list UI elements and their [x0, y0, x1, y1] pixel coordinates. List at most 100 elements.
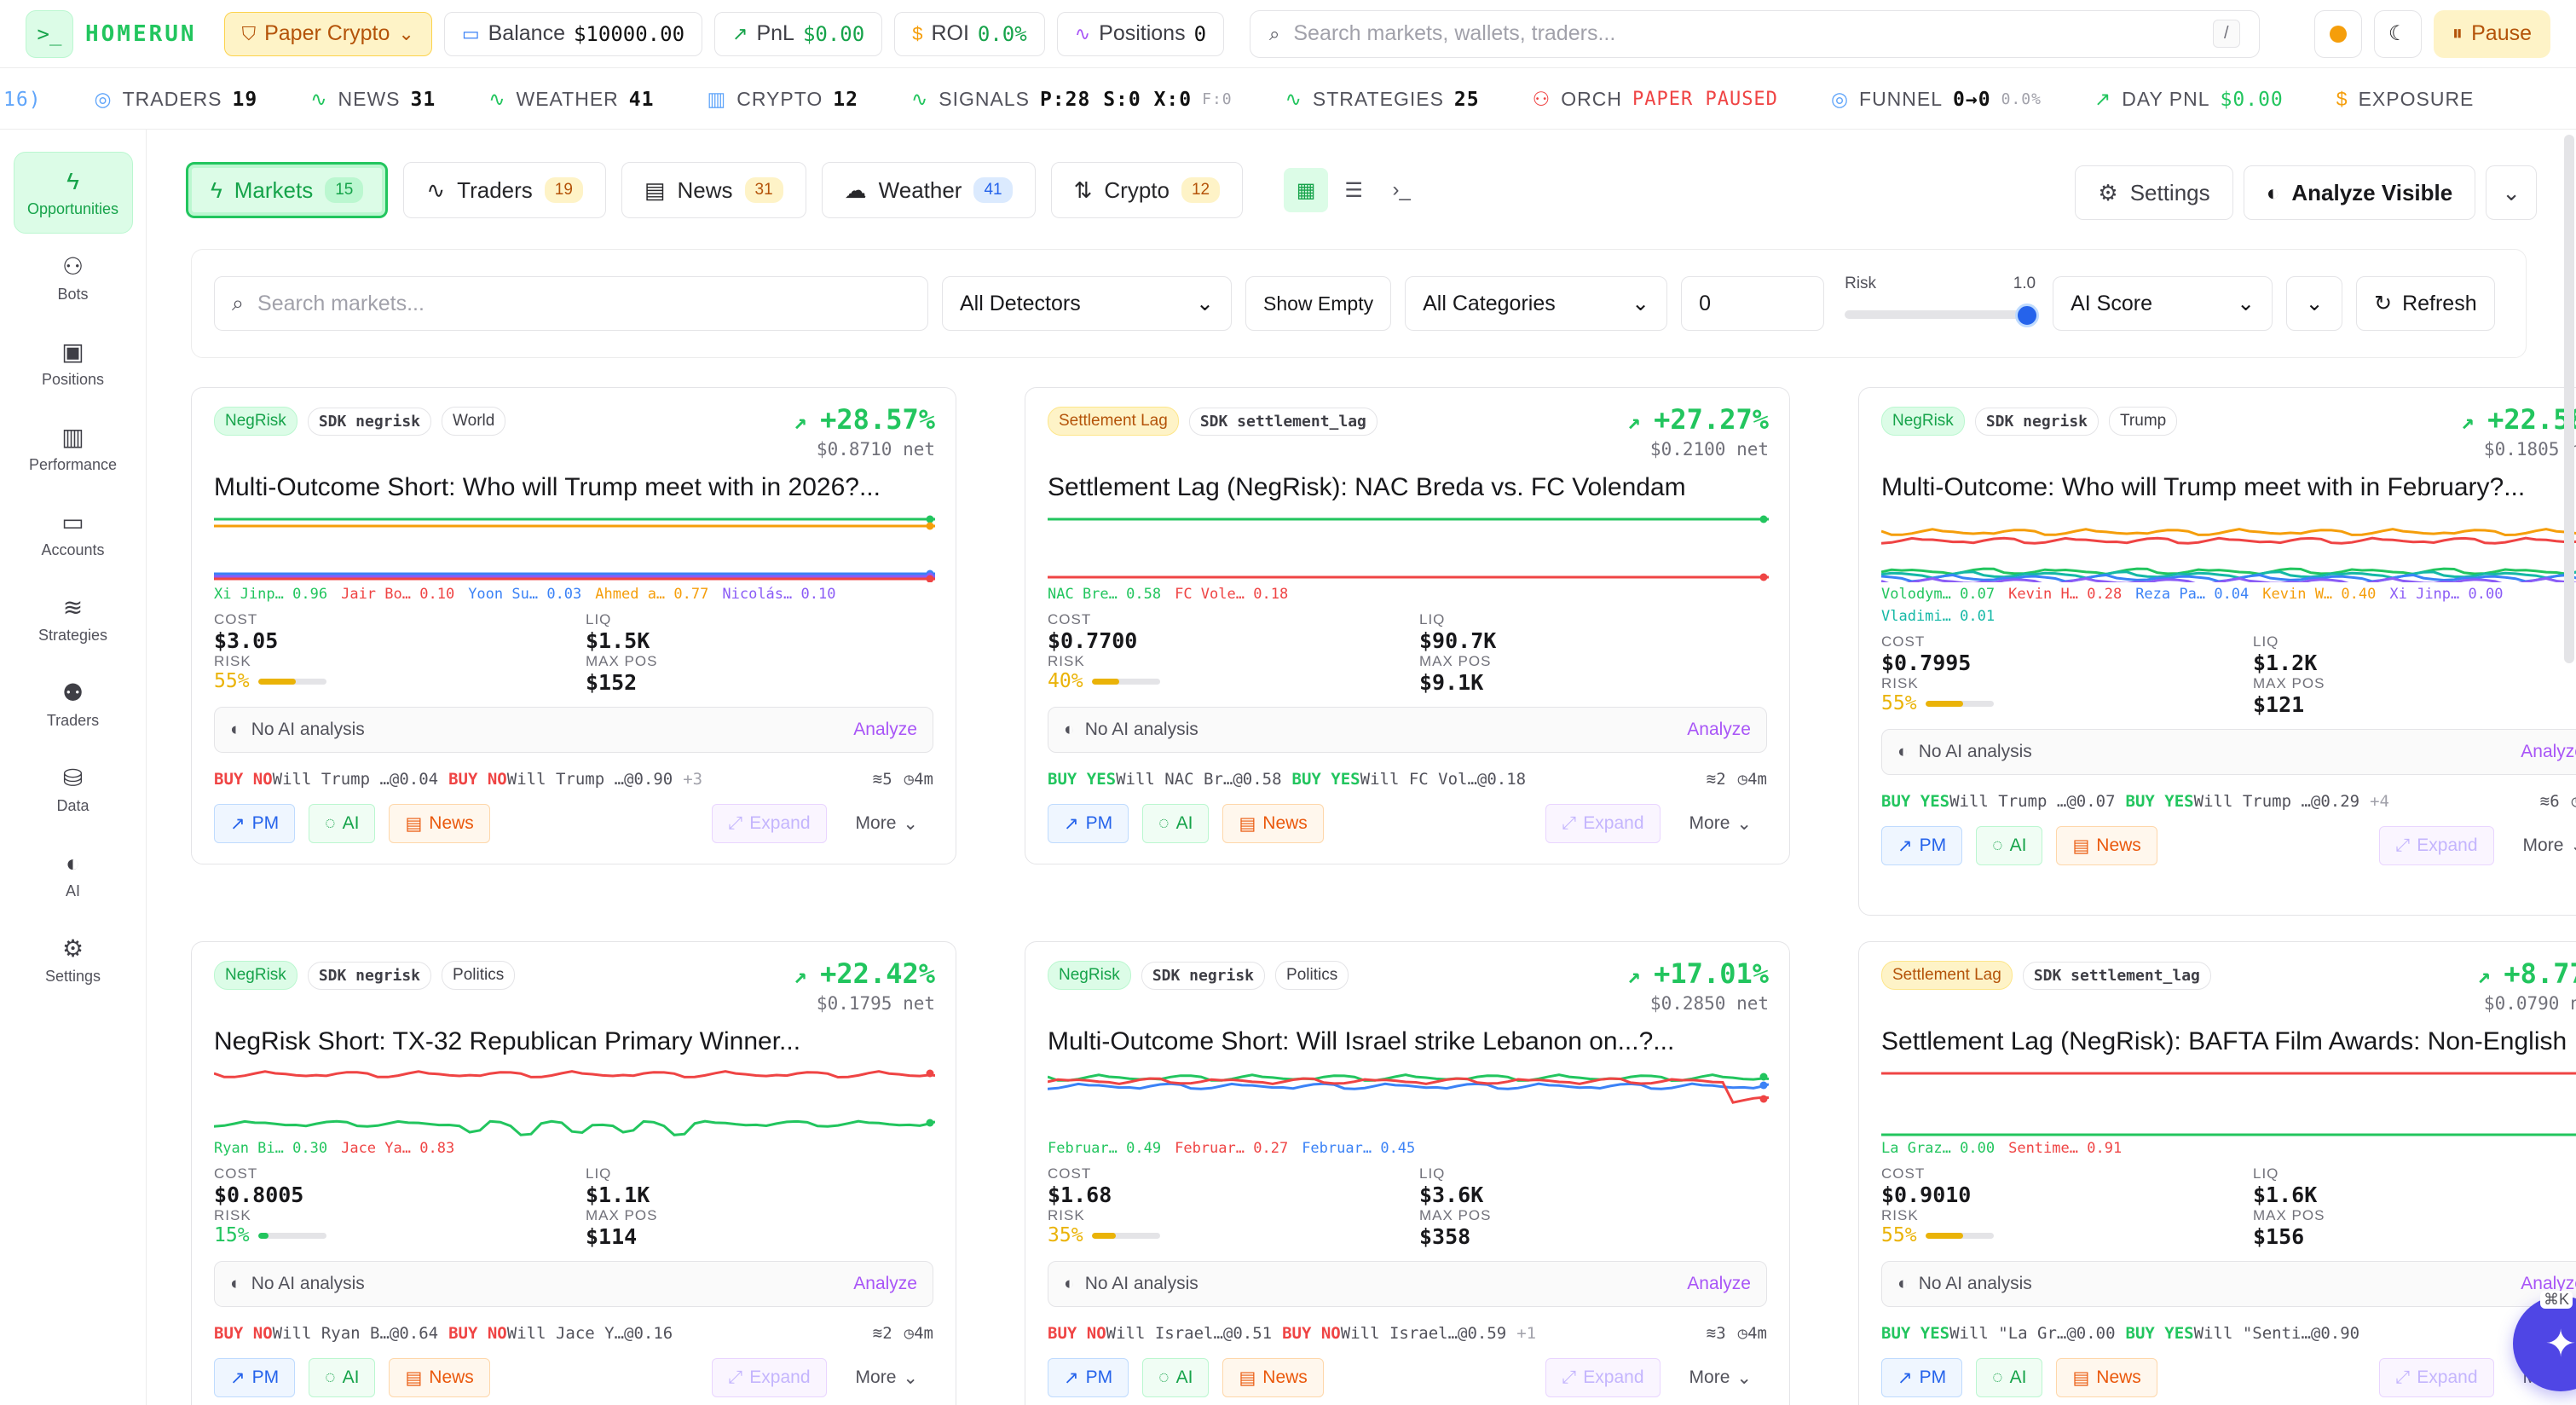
refresh-button[interactable]: ↻ Refresh	[2356, 276, 2495, 331]
ai-button[interactable]: ◌ AI	[1142, 804, 1210, 843]
min-value-input[interactable]: 0	[1681, 276, 1825, 331]
news-button[interactable]: ▤ News	[1222, 1358, 1324, 1397]
sidebar-item-label: Accounts	[41, 541, 105, 558]
ticker-funnel[interactable]: ◎ FUNNEL 0→0 0.0%	[1831, 88, 2042, 111]
expand-button[interactable]: ⤢ Expand	[712, 804, 827, 843]
analyze-link[interactable]: Analyze	[853, 720, 917, 739]
theme-toggle[interactable]: ☾	[2373, 9, 2422, 58]
analyze-visible-button[interactable]: ◐ Analyze Visible	[2243, 165, 2476, 220]
sidebar-item-bots[interactable]: ⚇ Bots	[14, 237, 133, 319]
more-button[interactable]: More ⌄	[2508, 826, 2576, 865]
sidebar-item-settings[interactable]: ⚙ Settings	[14, 919, 133, 1001]
opportunity-card[interactable]: NegRisk SDK negrisk Politics ↗ +17.01% $0.28…	[1025, 941, 1790, 1405]
sidebar-item-ai[interactable]: ◐ AI	[14, 834, 133, 916]
analyze-options-button[interactable]: ⌄	[2486, 165, 2537, 220]
ai-assistant-button[interactable]: ✦	[2513, 1296, 2576, 1391]
ticker-strategies[interactable]: ∿ STRATEGIES 25	[1285, 88, 1480, 111]
ticker-news[interactable]: ∿ NEWS 31	[310, 88, 436, 111]
detectors-select[interactable]: All Detectors ⌄	[942, 276, 1232, 331]
ticker-exposure[interactable]: $ EXPOSURE	[2336, 88, 2475, 111]
more-button[interactable]: More ⌄	[840, 804, 933, 843]
sort-direction-button[interactable]: ⌄	[2286, 276, 2343, 331]
pm-label: PM	[1085, 1367, 1113, 1387]
more-button[interactable]: More ⌄	[840, 1358, 933, 1397]
pm-button[interactable]: ↗ PM	[1048, 1358, 1129, 1397]
ticker-weather[interactable]: ∿ WEATHER 41	[488, 88, 654, 111]
tab-news[interactable]: ▤ News 31	[621, 162, 806, 218]
status-indicator[interactable]	[2313, 9, 2362, 58]
expand-button[interactable]: ⤢ Expand	[2379, 1358, 2494, 1397]
pm-button[interactable]: ↗ PM	[1048, 804, 1129, 843]
categories-select[interactable]: All Categories ⌄	[1405, 276, 1668, 331]
show-empty-toggle[interactable]: Show Empty	[1245, 276, 1392, 331]
news-button[interactable]: ▤ News	[2056, 826, 2157, 865]
ai-button[interactable]: ◌ AI	[1976, 826, 2043, 865]
ticker-day-pnl[interactable]: ↗ DAY PNL $0.00	[2094, 88, 2284, 111]
sidebar-item-opportunities[interactable]: ϟ Opportunities	[13, 152, 133, 234]
grid-view-icon[interactable]: ▦	[1284, 168, 1329, 212]
news-button[interactable]: ▤ News	[2056, 1358, 2157, 1397]
ticker-orch[interactable]: ⚇ ORCH PAPER PAUSED	[1533, 88, 1778, 111]
opportunity-card[interactable]: NegRisk SDK negrisk Politics ↗ +22.42% $0.17…	[191, 941, 956, 1405]
news-button[interactable]: ▤ News	[389, 804, 490, 843]
more-button[interactable]: More ⌄	[1674, 1358, 1767, 1397]
news-button[interactable]: ▤ News	[389, 1358, 490, 1397]
sidebar-item-traders[interactable]: ⚉ Traders	[14, 663, 133, 745]
expand-button[interactable]: ⤢ Expand	[712, 1358, 827, 1397]
sdk-badge: SDK settlement_lag	[1188, 407, 1378, 436]
trade-leg: BUY YESWill "La Gr…@0.00	[1881, 1324, 2116, 1343]
sidebar-item-accounts[interactable]: ▭ Accounts	[14, 493, 133, 575]
market-search-input[interactable]: ⌕ Search markets...	[214, 276, 928, 331]
tab-traders[interactable]: ∿ Traders 19	[403, 162, 606, 218]
analyze-link[interactable]: Analyze	[2521, 1274, 2576, 1293]
ai-button[interactable]: ◌ AI	[1142, 1358, 1210, 1397]
settings-button[interactable]: ⚙ Settings	[2075, 165, 2233, 220]
opportunity-card[interactable]: NegRisk SDK negrisk Trump ↗ +22.58% $0.1805 …	[1858, 387, 2576, 916]
analyze-link[interactable]: Analyze	[853, 1274, 917, 1293]
analyze-link[interactable]: Analyze	[1687, 720, 1751, 739]
opportunity-card[interactable]: Settlement Lag SDK settlement_lag ↗ +8.77%…	[1858, 941, 2576, 1405]
trade-leg: BUY NOWill Trump …@0.04	[214, 770, 438, 789]
more-button[interactable]: More ⌄	[1674, 804, 1767, 843]
expand-button[interactable]: ⤢ Expand	[1545, 1358, 1661, 1397]
news-button[interactable]: ▤ News	[1222, 804, 1324, 843]
ticker-signals[interactable]: ∿ SIGNALS P:28 S:0 X:0 F:0	[911, 88, 1233, 111]
tab-label: Markets	[234, 176, 314, 203]
opportunity-card[interactable]: NegRisk SDK negrisk World ↗ +28.57% $0.8710 …	[191, 387, 956, 864]
pm-button[interactable]: ↗ PM	[1881, 826, 1963, 865]
risk-slider-handle[interactable]	[2015, 304, 2040, 327]
mode-selector[interactable]: ⛉ Paper Crypto ⌄	[223, 11, 432, 56]
tab-crypto[interactable]: ⇅ Crypto 12	[1050, 162, 1244, 218]
risk-slider[interactable]: Risk 1.0	[1838, 269, 2040, 338]
tab-markets[interactable]: ϟ Markets 15	[186, 162, 389, 218]
logo-icon[interactable]: >_	[26, 9, 73, 58]
trade-leg: BUY NOWill Jace Y…@0.16	[448, 1324, 673, 1343]
pm-button[interactable]: ↗ PM	[1881, 1358, 1963, 1397]
sidebar-item-positions[interactable]: ▣ Positions	[14, 322, 133, 404]
expand-button[interactable]: ⤢ Expand	[2379, 826, 2494, 865]
sort-select[interactable]: AI Score ⌄	[2053, 276, 2273, 331]
tab-weather[interactable]: ☁ Weather 41	[821, 162, 1036, 218]
global-search[interactable]: ⌕ Search markets, wallets, traders... /	[1250, 9, 2260, 58]
sidebar-item-performance[interactable]: ▥ Performance	[14, 408, 133, 489]
scrollbar[interactable]	[2564, 135, 2574, 663]
terminal-view-icon[interactable]: ›_	[1392, 178, 1411, 201]
ticker-crypto[interactable]: ▥ CRYPTO 12	[708, 88, 858, 111]
sidebar-item-data[interactable]: ⛁ Data	[14, 749, 133, 830]
ai-button[interactable]: ◌ AI	[309, 1358, 376, 1397]
analyze-link[interactable]: Analyze	[1687, 1274, 1751, 1293]
ticker-traders[interactable]: ◎ TRADERS 19	[95, 88, 258, 111]
outcome-item: Jair Bo… 0.10	[341, 586, 454, 603]
list-view-icon[interactable]: ☰	[1344, 178, 1363, 202]
opportunity-card[interactable]: Settlement Lag SDK settlement_lag ↗ +27.27…	[1025, 387, 1790, 864]
analyze-link[interactable]: Analyze	[2521, 742, 2576, 761]
pm-button[interactable]: ↗ PM	[214, 804, 296, 843]
pause-button[interactable]: ⏸ Pause	[2433, 9, 2550, 58]
risk-stat: RISK 55%	[214, 653, 586, 695]
pm-button[interactable]: ↗ PM	[214, 1358, 296, 1397]
leg-count: 5	[882, 770, 892, 789]
ai-button[interactable]: ◌ AI	[1976, 1358, 2043, 1397]
sidebar-item-strategies[interactable]: ≋ Strategies	[14, 578, 133, 660]
ai-button[interactable]: ◌ AI	[309, 804, 376, 843]
expand-button[interactable]: ⤢ Expand	[1545, 804, 1661, 843]
